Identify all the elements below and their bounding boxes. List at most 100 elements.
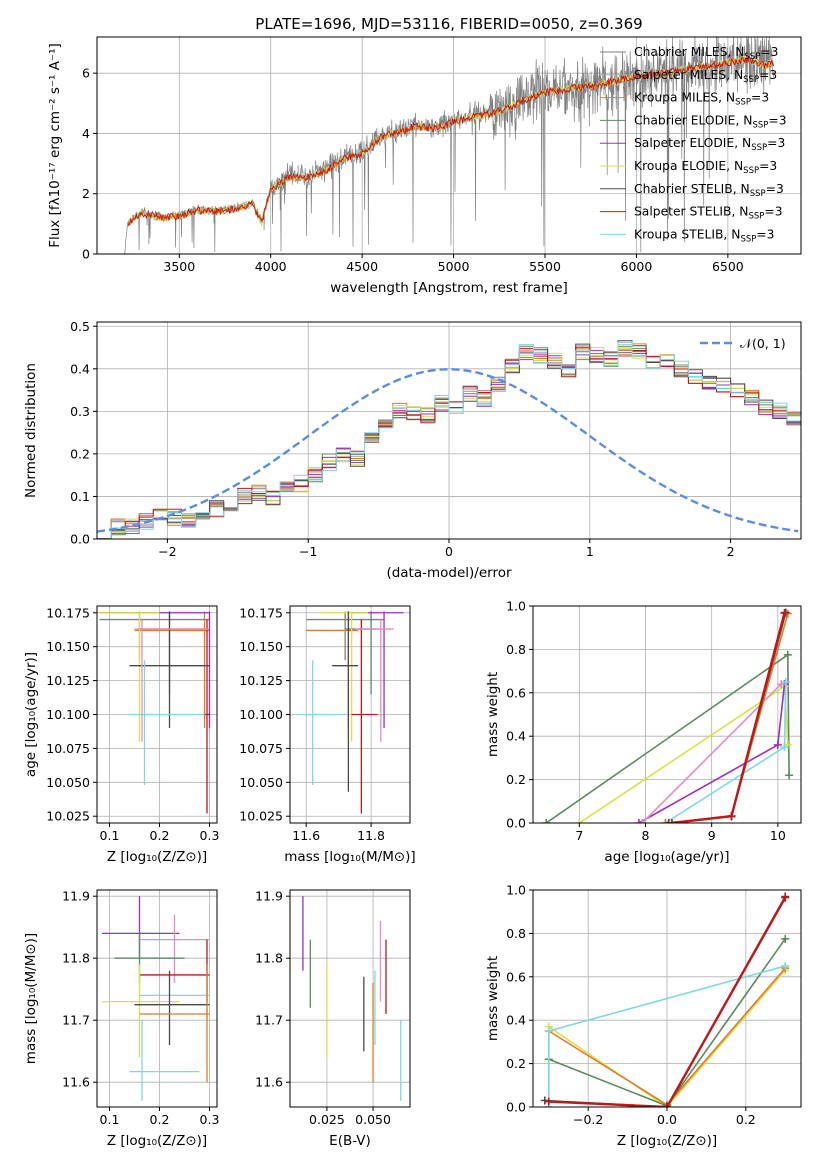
y-tick-label: 11.7	[62, 1013, 90, 1028]
x-tick-label: 0.3	[200, 1112, 220, 1127]
y-tick-label: 10.150	[46, 639, 90, 654]
weight-marker	[727, 812, 736, 821]
plot-area	[99, 611, 211, 814]
x-tick-label: 0.2	[736, 1112, 756, 1127]
y-tick-label: 0.8	[506, 642, 526, 657]
x-axis-label: mass [log₁₀(M/M⊙)]	[284, 849, 415, 865]
legend-subscript: SSP	[752, 120, 768, 130]
y-tick-label: 10.125	[46, 673, 90, 688]
x-axis-label: wavelength [Angstrom, rest frame]	[330, 280, 568, 296]
x-tick-label: 2	[727, 544, 735, 559]
plot-area	[542, 608, 794, 823]
histogram-step	[97, 346, 801, 539]
x-tick-label: −0.2	[573, 1112, 603, 1127]
legend-subscript: SSP	[751, 143, 767, 153]
legend-subscript: SSP	[743, 166, 759, 176]
y-tick-label: 10.100	[46, 707, 90, 722]
weight-marker	[780, 608, 789, 617]
x-tick-label: 0.0	[657, 1112, 677, 1127]
y-tick-label: 10.050	[239, 775, 283, 790]
weight-marker	[780, 743, 789, 752]
panel-age-vs-Z: 0.1 0.2 0.3 10.025 10.050 10.075 10.100 10.125 1…	[23, 605, 219, 865]
y-tick-label: 0	[82, 247, 90, 262]
legend-subscript: SSP	[740, 234, 756, 244]
legend-suffix: =3	[766, 182, 784, 196]
weight-marker	[781, 934, 790, 943]
plot-area	[97, 340, 801, 539]
x-tick-label: 11.8	[357, 828, 385, 843]
legend-suffix: =3	[759, 68, 777, 82]
legend-label: 𝒩(0, 1)	[740, 336, 786, 351]
x-axis-label: Z [log₁₀(Z/Z⊙)]	[107, 849, 207, 865]
weight-line	[578, 684, 789, 823]
y-tick-label: 1.0	[506, 883, 526, 898]
y-tick-label: 0.0	[506, 1100, 526, 1115]
weight-marker	[777, 680, 786, 689]
legend: 𝒩(0, 1)	[700, 336, 786, 351]
panel-mass-vs-Z: 0.1 0.2 0.3 11.6 11.7 11.8 11.9 Z [log₁₀(Z/Z⊙)]…	[23, 889, 219, 1149]
panel-spectrum: 3500 4000 4500 5000 5500 6000 6500 0 2 4 6 waveleng…	[47, 36, 802, 296]
legend-subscript: SSP	[749, 212, 765, 222]
y-tick-label: 0.0	[70, 532, 90, 547]
x-tick-label: 0	[445, 544, 453, 559]
weight-marker	[544, 1097, 553, 1106]
legend-label: Kroupa ELODIE, NSSP=3	[634, 159, 777, 176]
weight-marker	[663, 1103, 671, 1107]
panel-residuals: −2 −1 0 1 2 0.0 0.1 0.2 0.3 0.4 0.5 (data-model)/er…	[23, 319, 802, 581]
y-tick-label: 0.2	[506, 772, 526, 787]
y-tick-label: 0.2	[506, 1056, 526, 1071]
x-tick-label: −2	[158, 544, 176, 559]
x-tick-label: 0.1	[100, 828, 120, 843]
y-tick-label: 11.9	[62, 889, 90, 904]
x-tick-label: 5000	[438, 259, 470, 274]
axes-frame	[96, 889, 218, 1108]
axes-frame	[289, 605, 411, 824]
grid	[97, 606, 217, 823]
y-tick-label: 10.100	[239, 707, 283, 722]
panels: 3500 4000 4500 5000 5500 6000 6500 0 2 4 6 waveleng…	[23, 36, 802, 1149]
weight-marker	[781, 893, 790, 902]
legend-suffix: =3	[756, 227, 774, 241]
axes-frame	[532, 889, 802, 1108]
y-axis-label: Normed distribution	[23, 363, 39, 498]
weight-line	[668, 612, 787, 823]
x-tick-label: 3500	[163, 259, 195, 274]
x-axis-label: age [log₁₀(age/yr)]	[604, 849, 729, 865]
axes-frame	[532, 605, 802, 824]
y-axis-label: Flux [fλ10⁻¹⁷ erg cm⁻² s⁻¹ A⁻¹]	[47, 43, 63, 248]
y-tick-label: 0.3	[70, 404, 90, 419]
plot-area	[540, 892, 790, 1107]
legend-label: Chabrier ELODIE, NSSP=3	[634, 113, 787, 130]
legend-label: Salpeter STELIB, NSSP=3	[634, 205, 783, 222]
histogram-step	[97, 351, 801, 539]
y-tick-label: 0.0	[506, 816, 526, 831]
y-axis-label: age [log₁₀(age/yr)]	[23, 652, 39, 777]
x-tick-label: 7	[575, 828, 583, 843]
legend-suffix: =3	[759, 159, 777, 173]
y-tick-label: 2	[82, 186, 90, 201]
weight-marker	[781, 677, 790, 686]
histogram-step	[97, 343, 801, 539]
panel-weight-vs-age: 7 8 9 10 0.0 0.2 0.4 0.6 0.8 1.0 age [log₁₀(age/yr…	[485, 599, 802, 865]
x-tick-label: 1	[586, 544, 594, 559]
x-tick-label: 0.2	[150, 828, 170, 843]
normal-curve	[97, 368, 799, 533]
y-tick-label: 11.7	[255, 1013, 283, 1028]
legend-subscript: SSP	[744, 52, 760, 62]
legend-label: Kroupa MILES, NSSP=3	[634, 91, 769, 108]
y-axis-label: mass weight	[485, 672, 501, 757]
x-tick-label: 5500	[529, 259, 561, 274]
x-tick-label: 6000	[621, 259, 653, 274]
y-tick-label: 1.0	[506, 599, 526, 614]
weight-marker	[783, 650, 792, 659]
y-tick-label: 10.175	[239, 605, 283, 620]
grid	[290, 890, 410, 1107]
legend-suffix: =3	[760, 45, 778, 59]
legend-suffix: =3	[767, 136, 785, 150]
axes-frame	[96, 605, 218, 824]
x-tick-label: 0.1	[100, 1112, 120, 1127]
legend-suffix: =3	[768, 113, 786, 127]
y-tick-label: 10.075	[46, 741, 90, 756]
y-axis-label: mass weight	[485, 956, 501, 1041]
